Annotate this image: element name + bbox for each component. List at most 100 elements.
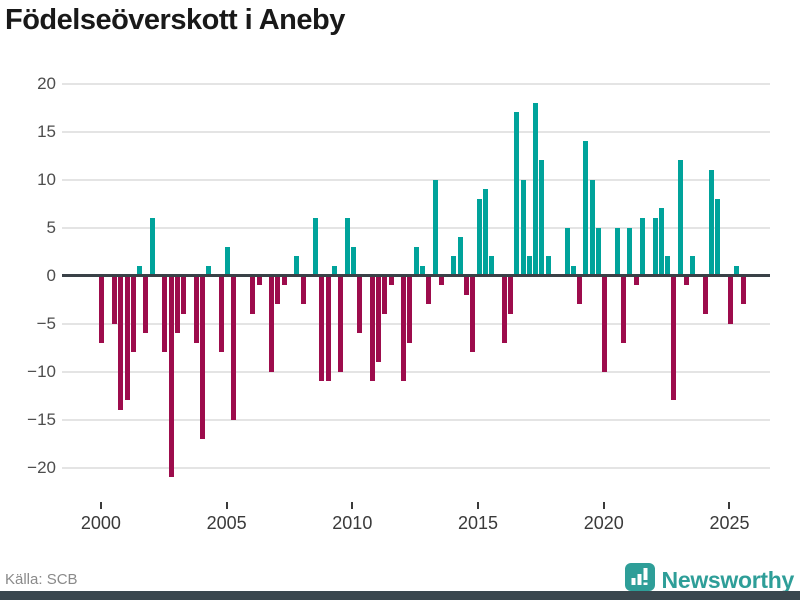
bar-2003Q2 bbox=[181, 275, 187, 314]
bar-2001Q3 bbox=[137, 265, 143, 276]
bar-2007Q1 bbox=[275, 275, 281, 305]
x-axis-tick-2025 bbox=[728, 502, 731, 509]
bar-2014Q1 bbox=[451, 256, 457, 276]
bar-2023Q3 bbox=[690, 256, 696, 276]
bar-2002Q1 bbox=[149, 217, 155, 276]
bar-2006Q4 bbox=[269, 275, 275, 372]
x-axis-label-2010: 2010 bbox=[332, 513, 373, 533]
bar-2019Q4 bbox=[595, 227, 602, 276]
bar-2025Q2 bbox=[734, 265, 740, 276]
bar-2006Q2 bbox=[256, 275, 262, 286]
bar-2012Q2 bbox=[407, 275, 413, 343]
y-axis-label-10: 10 bbox=[37, 169, 56, 189]
bar-2013Q2 bbox=[432, 179, 438, 276]
x-axis-label-2025: 2025 bbox=[709, 513, 750, 533]
bar-2013Q3 bbox=[438, 275, 444, 286]
bar-2006Q1 bbox=[250, 275, 256, 314]
x-axis-tick-2005 bbox=[225, 502, 228, 509]
bar-2008Q1 bbox=[300, 275, 306, 305]
bar-2014Q3 bbox=[463, 275, 470, 295]
bar-2009Q2 bbox=[331, 265, 338, 276]
bar-2008Q4 bbox=[319, 275, 325, 382]
bar-2017Q1 bbox=[526, 256, 532, 276]
gridline-y10 bbox=[62, 178, 770, 181]
gridline-y15 bbox=[62, 130, 770, 133]
bar-2010Q4 bbox=[369, 275, 375, 382]
gridline-y-15 bbox=[62, 418, 770, 421]
bar-2001Q2 bbox=[130, 275, 136, 353]
bar-2009Q4 bbox=[344, 217, 350, 276]
chart-title: Födelseöverskott i Aneby bbox=[5, 4, 345, 36]
bar-2016Q3 bbox=[514, 112, 520, 276]
bar-2023Q1 bbox=[677, 160, 683, 276]
bar-2008Q3 bbox=[313, 217, 319, 276]
bar-2004Q1 bbox=[199, 275, 206, 439]
zero-axis-line bbox=[62, 274, 770, 277]
bar-2012Q1 bbox=[401, 275, 407, 382]
bar-2010Q1 bbox=[350, 246, 356, 276]
bar-2016Q4 bbox=[520, 179, 526, 276]
bar-2004Q4 bbox=[218, 275, 224, 353]
bar-2002Q4 bbox=[168, 275, 174, 478]
bar-2019Q2 bbox=[583, 141, 589, 276]
x-axis-label-2020: 2020 bbox=[583, 513, 624, 533]
bar-2015Q1 bbox=[476, 198, 482, 276]
bar-2025Q1 bbox=[727, 275, 734, 324]
bar-2020Q3 bbox=[614, 227, 620, 276]
y-axis-label-0: 0 bbox=[46, 265, 56, 285]
x-axis-tick-2010 bbox=[351, 502, 354, 509]
bar-2021Q1 bbox=[627, 227, 633, 276]
y-axis-label--10: −10 bbox=[27, 361, 56, 381]
bar-2010Q2 bbox=[357, 275, 363, 334]
bar-2002Q3 bbox=[162, 275, 168, 353]
bar-2011Q2 bbox=[382, 275, 388, 314]
y-axis-label-5: 5 bbox=[46, 217, 56, 237]
bar-2016Q1 bbox=[501, 275, 507, 343]
bar-2001Q4 bbox=[143, 275, 149, 334]
bar-2022Q3 bbox=[665, 256, 671, 276]
bar-2022Q2 bbox=[658, 208, 664, 276]
bar-2003Q1 bbox=[174, 275, 180, 334]
bar-2009Q1 bbox=[325, 275, 331, 382]
y-axis-label--5: −5 bbox=[36, 313, 56, 333]
bar-2023Q2 bbox=[683, 275, 690, 286]
newsworthy-wordmark: Newsworthy bbox=[661, 566, 795, 593]
bar-2017Q3 bbox=[539, 160, 545, 276]
x-axis-tick-2000 bbox=[99, 502, 102, 509]
bar-2011Q1 bbox=[375, 275, 382, 362]
bar-2004Q2 bbox=[206, 265, 212, 276]
bar-2016Q2 bbox=[507, 275, 514, 314]
bar-2015Q2 bbox=[482, 189, 488, 276]
bar-2014Q2 bbox=[457, 237, 463, 276]
bar-2020Q1 bbox=[602, 275, 608, 372]
bar-2014Q4 bbox=[470, 275, 476, 353]
x-axis-tick-2015 bbox=[477, 502, 480, 509]
bar-2000Q3 bbox=[111, 275, 118, 324]
bar-2020Q4 bbox=[621, 275, 627, 343]
bar-2019Q3 bbox=[589, 179, 595, 276]
bar-2018Q3 bbox=[564, 227, 570, 276]
bar-2024Q2 bbox=[709, 169, 715, 276]
bar-2013Q1 bbox=[426, 275, 432, 305]
bar-2012Q4 bbox=[419, 265, 426, 276]
source-label: Källa: SCB bbox=[5, 571, 78, 588]
x-axis-tick-2020 bbox=[602, 502, 605, 509]
gridline-y-5 bbox=[62, 322, 770, 325]
gridline-y-10 bbox=[62, 370, 770, 373]
bar-2018Q4 bbox=[570, 265, 576, 276]
y-axis-label-15: 15 bbox=[37, 121, 56, 141]
bar-2022Q4 bbox=[671, 275, 677, 401]
bar-2017Q4 bbox=[545, 256, 551, 276]
bar-2007Q2 bbox=[281, 275, 287, 286]
bar-2009Q3 bbox=[338, 275, 344, 372]
y-axis-label--20: −20 bbox=[27, 457, 56, 477]
bar-2024Q3 bbox=[715, 198, 721, 276]
bar-2015Q3 bbox=[489, 256, 495, 276]
bar-2024Q1 bbox=[702, 275, 708, 314]
bar-2025Q3 bbox=[740, 275, 746, 305]
x-axis-label-2000: 2000 bbox=[80, 513, 121, 533]
gridline-y5 bbox=[62, 226, 770, 229]
gridline-y20 bbox=[62, 82, 770, 85]
